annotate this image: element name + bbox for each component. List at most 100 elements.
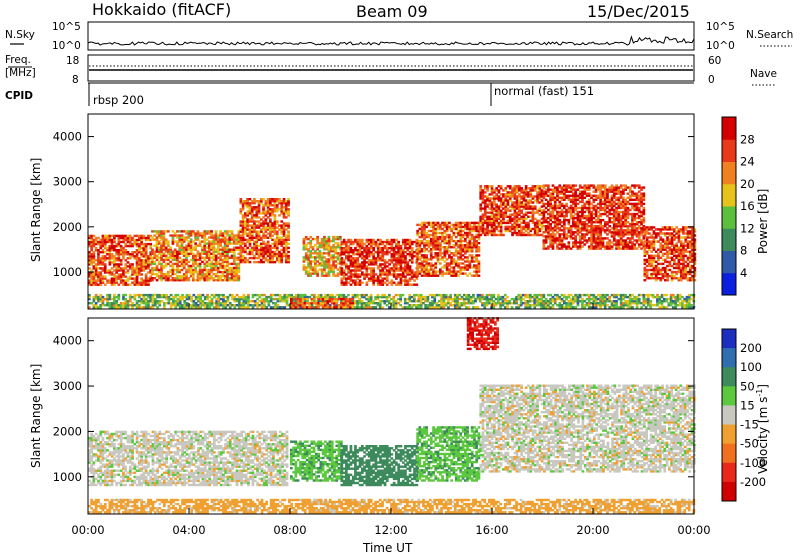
power-cell-8 (670, 240, 674, 243)
power-cell-1 (230, 230, 234, 233)
power-cell-3 (336, 242, 340, 245)
power-cell-1 (228, 250, 232, 253)
power-cell-4 (356, 261, 360, 264)
power-cell-2 (266, 246, 270, 250)
power-cell-1 (155, 238, 159, 241)
power-cell-2 (257, 250, 261, 254)
power-cell-7 (615, 196, 618, 199)
power-cell-7 (619, 184, 623, 187)
power-cell-7 (594, 210, 598, 214)
power-cell-5 (468, 266, 472, 269)
power-cell-2 (287, 208, 290, 211)
power-cell-2 (284, 246, 288, 250)
power-cell-2 (239, 256, 243, 260)
power-cell-0 (110, 253, 114, 256)
power-cell-7 (612, 221, 616, 224)
power-cell-4 (392, 269, 396, 272)
power-cell-8 (679, 236, 683, 239)
power-cell-5 (423, 221, 426, 225)
power-cell-6 (527, 195, 530, 198)
power-cell-7 (637, 200, 641, 204)
power-cell-1 (219, 248, 222, 251)
power-cell-7 (619, 214, 623, 218)
power-cell-2 (284, 224, 288, 227)
power-cell-8 (670, 277, 674, 280)
power-cell-4 (351, 257, 355, 260)
power-cell-3 (320, 252, 324, 255)
power-cell-1 (207, 236, 211, 239)
power-cell-6 (511, 231, 514, 235)
power-cell-4 (365, 251, 369, 254)
power-cell-6 (495, 215, 498, 218)
power-cell-5 (475, 227, 478, 231)
power-cell-4 (401, 261, 405, 264)
power-cell-7 (556, 204, 559, 208)
power-cell-0 (115, 257, 118, 260)
power-cell-6 (520, 191, 523, 194)
power-cell-7 (619, 225, 623, 228)
power-cell-8 (659, 232, 663, 235)
power-cell-6 (506, 229, 510, 233)
power-cell-6 (488, 231, 492, 235)
power-cell-4 (351, 253, 355, 256)
power-cell-4 (406, 238, 410, 242)
power-cell-1 (205, 232, 209, 235)
power-cell-1 (167, 240, 170, 243)
power-cell-1 (221, 260, 225, 264)
power-cell-7 (608, 245, 612, 248)
power-cell-4 (392, 246, 396, 250)
power-cell-3 (332, 256, 335, 259)
power-cell-1 (180, 236, 184, 239)
power-cell-6 (486, 195, 489, 198)
power-cell-7 (572, 221, 575, 224)
power-cell-4 (376, 259, 380, 262)
power-cell-7 (585, 239, 589, 242)
power-cell-5 (432, 272, 435, 275)
power-cell-2 (248, 220, 252, 223)
power-cell-1 (187, 277, 191, 280)
power-cell-6 (481, 225, 485, 229)
power-cell-4 (395, 261, 398, 264)
power-cell-5 (448, 256, 451, 259)
power-cell-0 (135, 277, 139, 280)
power-cell-5 (425, 225, 428, 229)
power-cell-5 (441, 239, 444, 243)
power-cell-6 (502, 219, 505, 222)
power-cell-5 (470, 225, 474, 229)
power-cell-7 (628, 241, 632, 244)
power-cell-1 (185, 230, 188, 233)
power-cell-5 (420, 223, 424, 227)
power-cell-1 (230, 262, 234, 266)
power-cell-1 (153, 234, 157, 237)
power-cell-1 (235, 274, 238, 278)
power-cell-3 (320, 254, 324, 257)
power-cell-6 (508, 215, 512, 218)
power-cell-7 (565, 218, 568, 222)
power-cell-6 (524, 217, 528, 220)
power-cell-1 (219, 279, 222, 282)
power-cell-1 (173, 248, 177, 251)
power-cell-7 (553, 241, 557, 244)
power-cell-2 (282, 228, 286, 231)
power-cell-0 (101, 269, 105, 272)
power-cell-8 (654, 268, 658, 272)
power-cell-0 (117, 253, 121, 256)
power-cell-2 (246, 222, 249, 225)
power-cell-2 (250, 212, 254, 215)
power-cell-4 (406, 249, 410, 252)
power-cell-7 (585, 208, 589, 212)
power-cell-5 (434, 270, 438, 273)
power-cell-5 (427, 223, 431, 227)
power-cell-1 (237, 270, 241, 274)
power-cell-6 (518, 209, 521, 212)
power-cell-2 (260, 212, 263, 215)
power-cell-1 (192, 248, 195, 251)
power-cell-0 (142, 249, 146, 252)
power-cell-7 (563, 225, 566, 228)
power-cell-5 (423, 266, 426, 269)
power-cell-1 (194, 244, 197, 247)
power-cell-1 (214, 236, 218, 239)
power-cell-0 (90, 242, 93, 246)
power-cell-6 (506, 221, 510, 225)
power-cell-6 (520, 187, 523, 190)
